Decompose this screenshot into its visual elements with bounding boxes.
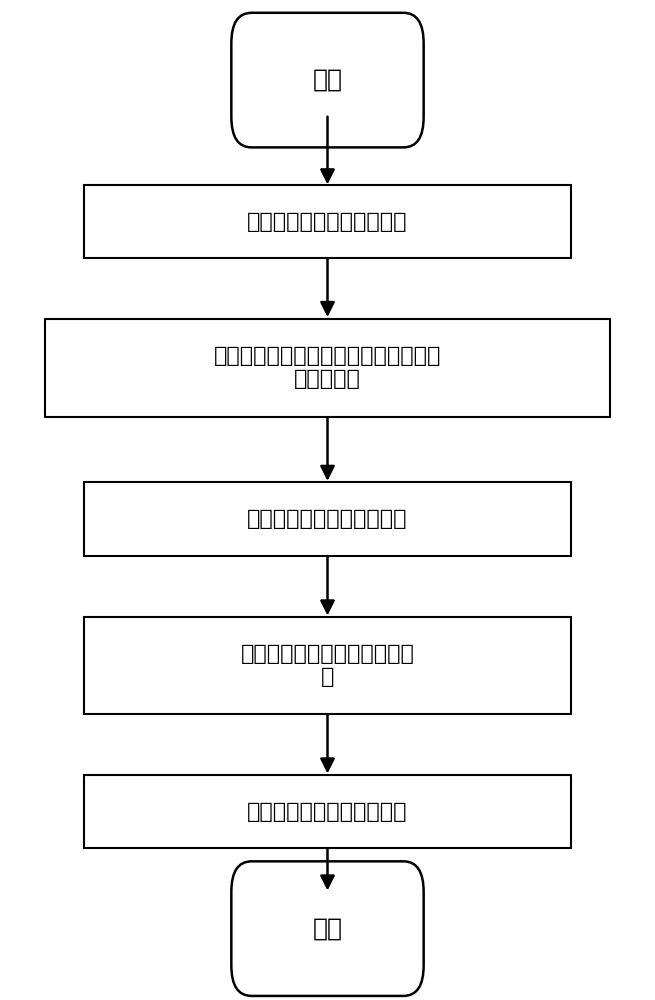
Text: 到达地表的气载放射物评估: 到达地表的气载放射物评估 bbox=[247, 802, 408, 822]
Text: 结束: 结束 bbox=[312, 917, 343, 941]
Text: 外通道气载放射物沉积计算: 外通道气载放射物沉积计算 bbox=[247, 509, 408, 529]
FancyBboxPatch shape bbox=[84, 775, 571, 848]
FancyBboxPatch shape bbox=[231, 861, 424, 996]
Text: 反应堆厂房洞室密封隔离系统放射性核
素泄露计算: 反应堆厂房洞室密封隔离系统放射性核 素泄露计算 bbox=[214, 346, 441, 389]
Text: 开始: 开始 bbox=[312, 68, 343, 92]
FancyBboxPatch shape bbox=[231, 13, 424, 147]
FancyBboxPatch shape bbox=[84, 482, 571, 556]
Text: 气载放射物在岩体中的扩散计
算: 气载放射物在岩体中的扩散计 算 bbox=[240, 644, 415, 687]
FancyBboxPatch shape bbox=[45, 319, 610, 417]
FancyBboxPatch shape bbox=[84, 185, 571, 258]
FancyBboxPatch shape bbox=[84, 617, 571, 714]
Text: 内通道气载放射物沉积计算: 内通道气载放射物沉积计算 bbox=[247, 212, 408, 232]
